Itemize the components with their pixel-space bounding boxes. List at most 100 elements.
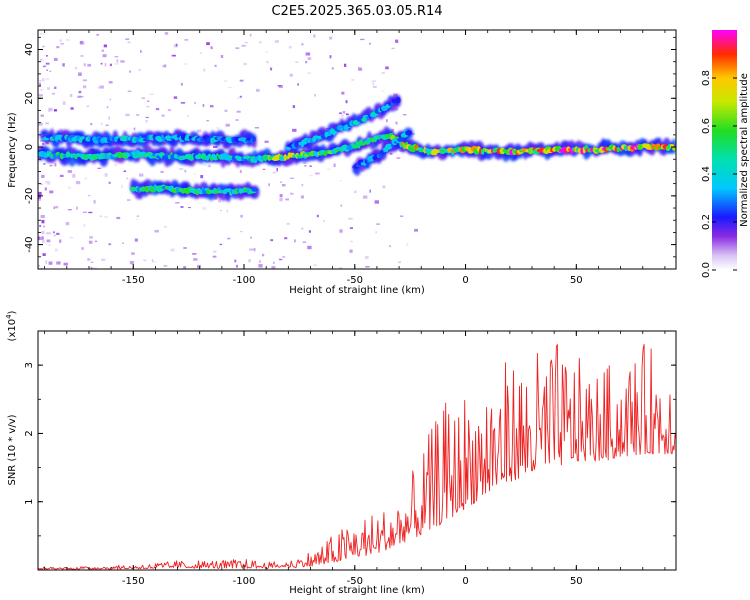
snr-y-ticks: 1 2 3 — [24, 362, 676, 537]
noise-speck — [41, 219, 45, 224]
noise-speck — [125, 38, 130, 40]
trace-core-blob — [285, 146, 291, 151]
noise-speck — [108, 181, 111, 184]
noise-speck — [140, 50, 142, 53]
noise-speck — [290, 193, 294, 195]
noise-speck — [282, 256, 286, 258]
noise-speck — [180, 102, 186, 104]
noise-speck — [173, 96, 178, 99]
noise-speck — [224, 80, 228, 82]
noise-speck — [42, 143, 46, 146]
noise-speck — [314, 93, 316, 97]
noise-speck — [360, 38, 365, 41]
snr-series-line — [38, 343, 676, 570]
noise-speck — [226, 209, 229, 213]
noise-speck — [120, 60, 125, 63]
noise-speck — [101, 49, 104, 52]
noise-speck — [288, 46, 292, 49]
noise-speck — [341, 91, 345, 95]
noise-speck — [70, 107, 74, 110]
x-tick-label: -50 — [347, 576, 363, 587]
y-tick-label: 20 — [24, 92, 35, 105]
noise-speck — [348, 217, 353, 220]
noise-speck — [87, 258, 91, 261]
noise-speck — [53, 206, 56, 210]
noise-speck — [249, 33, 252, 37]
noise-speck — [220, 55, 224, 58]
snr-panel: -150 -100 -50 0 50 1 2 3 Height of straight li… — [5, 310, 677, 596]
noise-speck — [109, 98, 112, 101]
noise-speck — [147, 100, 150, 102]
noise-speck — [38, 264, 40, 267]
noise-speck — [38, 144, 40, 147]
noise-speck — [39, 82, 41, 85]
noise-speck — [38, 195, 42, 199]
colorbar-tick-label: 0.6 — [701, 118, 712, 134]
noise-speck — [398, 261, 401, 264]
noise-speck — [48, 261, 53, 265]
noise-speck — [272, 171, 277, 174]
noise-speck — [103, 44, 107, 48]
noise-speck — [188, 207, 191, 209]
noise-speck — [129, 70, 131, 73]
noise-speck — [264, 140, 269, 143]
x-tick-label: 0 — [462, 275, 468, 286]
noise-speck — [139, 173, 144, 177]
noise-speck — [381, 90, 385, 92]
noise-speck — [53, 234, 56, 237]
noise-speck — [395, 107, 399, 111]
noise-speck — [274, 40, 279, 43]
noise-speck — [279, 258, 283, 261]
noise-speck — [88, 211, 93, 214]
noise-speck — [345, 113, 349, 116]
noise-speck — [40, 114, 44, 117]
noise-speck — [122, 242, 124, 244]
trace-core-blob — [251, 187, 259, 192]
noise-speck — [369, 189, 371, 193]
trace-core-blob — [390, 102, 394, 107]
noise-speck — [39, 224, 41, 227]
noise-speck — [106, 106, 109, 109]
noise-speck — [268, 183, 270, 187]
noise-speck — [381, 71, 385, 74]
noise-speck — [403, 114, 407, 116]
noise-speck — [162, 65, 166, 68]
noise-speck — [294, 239, 296, 243]
noise-speck — [239, 95, 242, 98]
noise-speck — [302, 241, 307, 243]
snr-y-axis-label: SNR (10 * v/v) — [7, 414, 18, 485]
noise-speck — [197, 264, 201, 269]
noise-speck — [41, 236, 44, 240]
noise-speck — [60, 43, 64, 45]
noise-speck — [52, 231, 55, 234]
noise-speck — [44, 144, 46, 148]
noise-speck — [55, 206, 59, 209]
noise-speck — [48, 244, 51, 246]
noise-speck — [216, 127, 219, 129]
noise-speck — [45, 260, 48, 264]
noise-speck — [270, 239, 274, 242]
noise-speck — [264, 51, 268, 53]
spectrogram-y-axis-label: Frequency (Hz) — [7, 112, 18, 188]
noise-speck — [342, 110, 346, 114]
noise-speck — [272, 261, 275, 264]
trace-core-blob — [252, 136, 256, 142]
noise-speck — [184, 39, 189, 41]
y-tick-label: 3 — [24, 362, 35, 368]
noise-speck — [391, 47, 395, 50]
noise-speck — [161, 114, 165, 117]
noise-speck — [39, 183, 43, 185]
noise-speck — [339, 180, 342, 182]
x-tick-label: 0 — [462, 576, 468, 587]
noise-speck — [395, 121, 398, 125]
noise-speck — [79, 40, 84, 45]
noise-speck — [388, 245, 392, 248]
noise-speck — [43, 225, 45, 228]
x-tick-label: -50 — [347, 275, 363, 286]
noise-speck — [192, 253, 197, 255]
noise-speck — [329, 55, 332, 59]
trace-core-blob — [405, 130, 413, 136]
trace-core-blob — [356, 120, 360, 125]
noise-speck — [39, 33, 44, 35]
noise-speck — [143, 259, 147, 262]
